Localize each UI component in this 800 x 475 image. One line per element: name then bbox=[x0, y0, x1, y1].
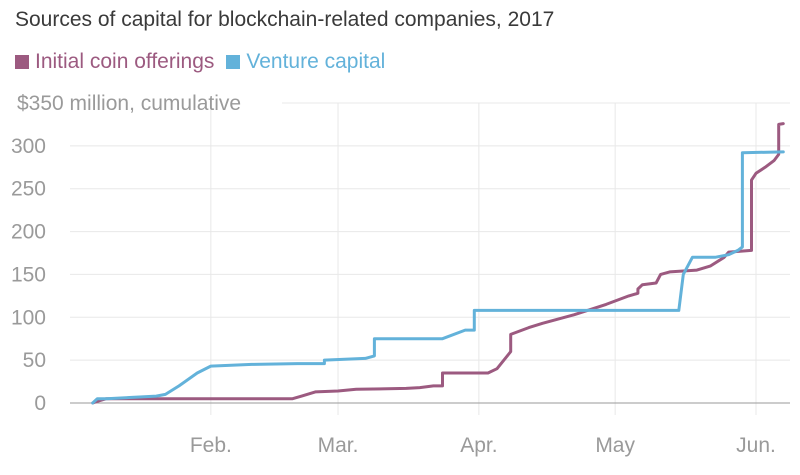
legend: Initial coin offerings Venture capital bbox=[15, 50, 397, 74]
x-tick-label: Mar. bbox=[318, 434, 359, 457]
y-tick-label: 300 bbox=[11, 135, 46, 158]
x-tick-label: Jun. bbox=[736, 434, 776, 457]
legend-swatch-ico bbox=[15, 55, 29, 69]
x-tick-label: Apr. bbox=[460, 434, 497, 457]
legend-label-ico: Initial coin offerings bbox=[35, 50, 215, 73]
series-line-vc bbox=[91, 150, 785, 405]
y-tick-label: 100 bbox=[11, 306, 46, 329]
y-tick-label: 0 bbox=[34, 392, 46, 415]
legend-swatch-vc bbox=[226, 55, 241, 69]
series-line-ico bbox=[91, 122, 785, 405]
y-tick-label: 150 bbox=[11, 263, 46, 286]
y-tick-label: 50 bbox=[23, 349, 46, 372]
legend-item-vc: Venture capital bbox=[226, 50, 385, 74]
chart-title: Sources of capital for blockchain-relate… bbox=[15, 8, 555, 31]
y-tick-label: 200 bbox=[11, 221, 46, 244]
x-tick-label: May bbox=[595, 434, 635, 457]
chart-axes: 0 50 100 150 200 250 300 $350 million, cumulati… bbox=[11, 92, 790, 457]
y-top-tick-label: $350 million, cumulative bbox=[17, 92, 241, 115]
y-tick-label: 250 bbox=[11, 178, 46, 201]
legend-item-ico: Initial coin offerings bbox=[15, 50, 214, 74]
chart-series bbox=[91, 122, 785, 405]
x-tick-label: Feb. bbox=[190, 434, 232, 457]
legend-label-vc: Venture capital bbox=[246, 50, 386, 73]
chart-grid bbox=[70, 102, 790, 415]
